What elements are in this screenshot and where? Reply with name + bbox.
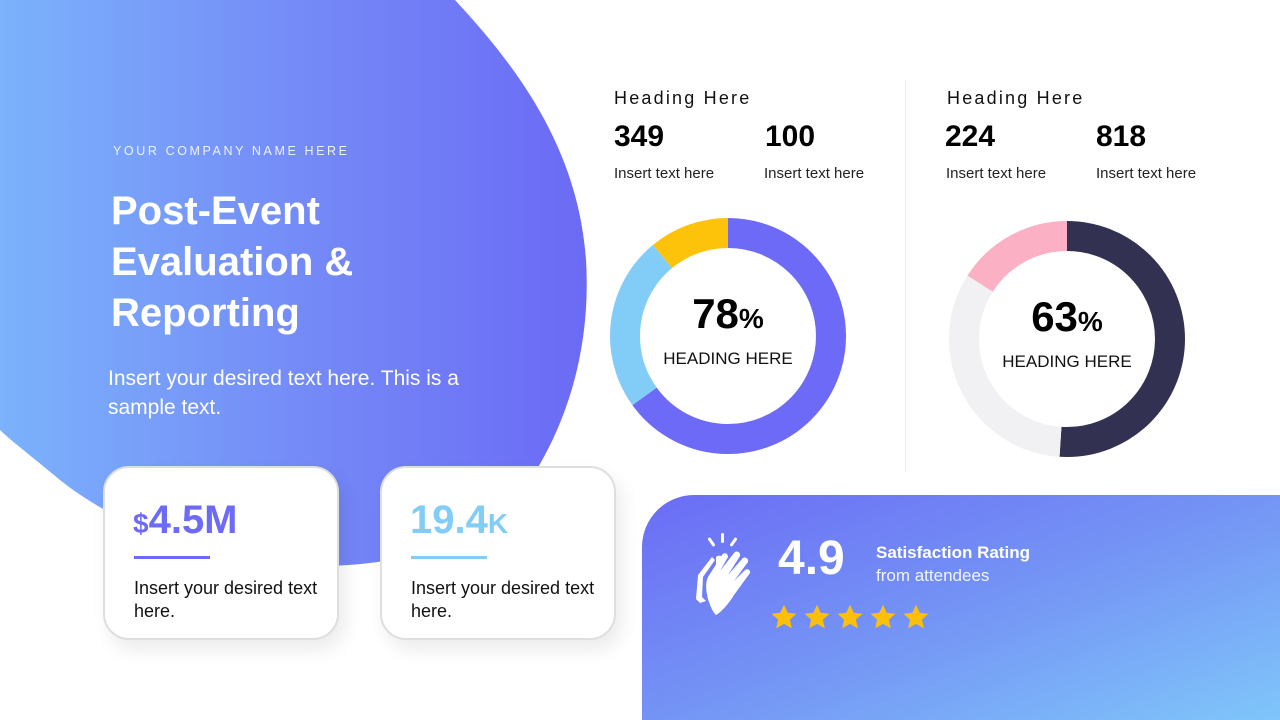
star-icon [771,604,797,629]
clapping-hands-icon [696,533,751,615]
stat-number: 4.5M [148,498,238,542]
star-icon [837,604,863,629]
rating-title: Satisfaction Rating [876,543,1030,562]
donut-ring [949,221,1185,457]
kpi-label: Insert text here [1096,165,1197,182]
star-icon [804,604,830,629]
kpi-label: Insert text here [946,165,1047,182]
star-icon [870,604,896,629]
donut-percent: 63% [947,293,1187,341]
stat-value: 19.4K [410,496,508,548]
kpi-label: Insert text here [764,165,865,182]
kpi-value: 818 [1096,120,1147,153]
donut-label: HEADING HERE [663,349,793,368]
donut-ring [610,218,846,454]
rating-subtitle: from attendees [876,566,990,585]
vertical-divider [905,80,906,472]
stat-card-attendees: 19.4K Insert your desired text here. [380,466,616,640]
company-name: YOUR COMPANY NAME HERE [113,144,350,158]
stat-underline [134,556,210,559]
stat-description: Insert your desired text here. [134,578,318,621]
rating-value: 4.9 [778,532,845,585]
panel-2-heading: Heading Here [947,88,1085,108]
panel-1-heading: Heading Here [614,88,752,108]
stat-value: $4.5M [133,496,238,548]
stat-suffix: K [487,508,509,539]
donut-chart-2: 63% HEADING HERE [947,219,1187,459]
donut-percent-value: 63 [1031,293,1078,340]
donut-center: 63% HEADING HERE [947,219,1187,459]
kpi-value: 100 [765,120,816,153]
page-title: Post-Event Evaluation & Reporting [111,189,354,335]
stat-card-revenue: $4.5M Insert your desired text here. [103,466,339,640]
satisfaction-rating-panel: 4.9 Satisfaction Rating from attendees [642,495,1280,720]
percent-sign: % [738,303,764,334]
donut-chart-1: 78% HEADING HERE [608,216,848,456]
stat-prefix: $ [133,508,149,539]
star-icon [903,604,929,629]
star-rating [770,603,930,631]
donut-percent-value: 78 [692,290,739,337]
subtitle-text: Insert your desired text here. This is a… [108,367,459,419]
stat-underline [411,556,487,559]
donut-center: 78% HEADING HERE [608,216,848,456]
donut-label: HEADING HERE [1002,352,1132,371]
background-blob [0,0,587,567]
kpi-value: 349 [614,120,665,153]
donut-percent: 78% [608,290,848,338]
stat-description: Insert your desired text here. [411,578,595,621]
kpi-label: Insert text here [614,165,715,182]
percent-sign: % [1077,306,1103,337]
kpi-value: 224 [945,120,996,153]
stat-number: 19.4 [410,498,488,542]
